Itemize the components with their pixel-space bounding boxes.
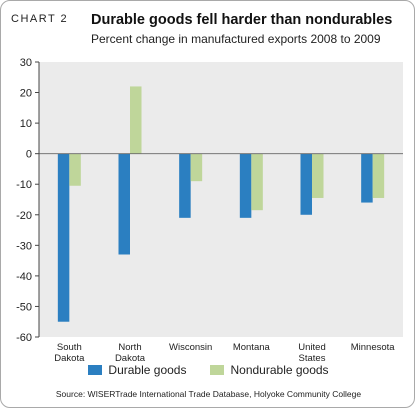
legend-swatch-nondurable [210, 365, 225, 375]
bar-durable [118, 153, 130, 255]
plot-area [39, 62, 403, 337]
y-tick-label: -30 [16, 240, 32, 252]
category-label: Wisconsin [169, 342, 212, 353]
y-tick-label: 30 [20, 57, 32, 69]
legend-item-durable: Durable goods [88, 363, 186, 377]
y-tick-label: -40 [16, 271, 32, 283]
legend-label-durable: Durable goods [108, 363, 187, 377]
bar-durable [300, 153, 312, 215]
legend-label-nondurable: Nondurable goods [230, 363, 329, 377]
chart-label: CHART 2 [11, 13, 69, 25]
y-tick-label: 20 [20, 88, 32, 100]
source-note: Source: WISERTrade International Trade D… [55, 389, 362, 399]
chart-title: Durable goods fell harder than nondurabl… [91, 12, 393, 28]
y-tick-label: 0 [26, 149, 32, 161]
legend: Durable goods Nondurable goods [1, 363, 414, 377]
bar-durable [179, 153, 191, 218]
bar-nondurable [69, 153, 81, 186]
category-label: North [118, 342, 141, 353]
bar-nondurable [372, 153, 385, 198]
category-label: States [299, 353, 326, 364]
bar-nondurable [251, 153, 263, 211]
legend-swatch-durable [88, 365, 103, 375]
y-tick-label: -10 [16, 179, 32, 191]
category-label: United [298, 342, 325, 353]
category-label: Montana [233, 342, 271, 353]
bar-nondurable [190, 153, 203, 182]
bar-nondurable [130, 86, 142, 154]
y-tick-label: -50 [16, 301, 32, 313]
category-label: Dakota [115, 353, 146, 364]
y-tick-label: -60 [16, 332, 32, 344]
bar-nondurable [312, 153, 324, 198]
chart-subtitle: Percent change in manufactured exports 2… [91, 32, 381, 46]
category-label: Dakota [54, 353, 85, 364]
bar-durable [361, 153, 373, 203]
category-label: South [57, 342, 82, 353]
y-tick-label: -20 [16, 210, 32, 222]
category-label: Minnesota [351, 342, 396, 353]
y-tick-label: 10 [20, 118, 32, 130]
legend-item-nondurable: Nondurable goods [210, 363, 329, 377]
bar-durable [57, 153, 70, 322]
bar-durable [239, 153, 252, 218]
